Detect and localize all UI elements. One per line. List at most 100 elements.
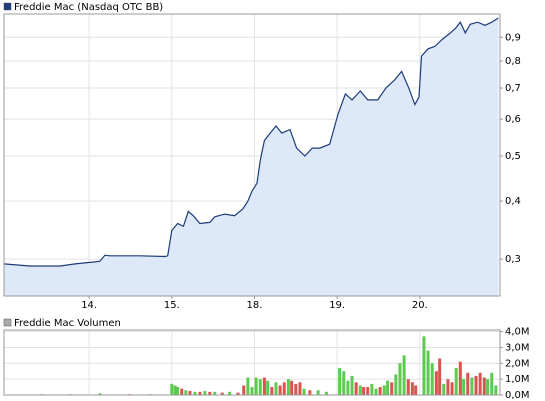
bar: [402, 355, 406, 395]
bar: [454, 368, 458, 395]
legend-label: Freddie Mac (Nasdaq OTC BB): [14, 2, 163, 13]
bar: [406, 379, 410, 395]
y-tick-label: 3,0M: [505, 342, 530, 353]
x-tick-label: 14.: [81, 300, 97, 311]
y-tick-label: 4,0M: [505, 327, 530, 338]
y-tick-label: 0,8: [505, 56, 521, 67]
bar: [438, 358, 442, 395]
area: [4, 18, 499, 296]
bar: [228, 391, 232, 395]
bar: [266, 380, 270, 395]
bar: [466, 372, 470, 395]
bar: [422, 336, 426, 395]
bar: [374, 388, 378, 395]
bar: [308, 390, 312, 395]
bar: [170, 383, 174, 395]
bar: [346, 380, 350, 395]
y-tick-label: 0,7: [505, 83, 521, 94]
bar: [173, 385, 177, 395]
plot-border: [3, 329, 501, 396]
bar: [258, 379, 262, 395]
bar: [394, 374, 398, 395]
bar: [203, 391, 207, 395]
bar: [354, 382, 358, 395]
bar: [198, 391, 202, 395]
bar: [398, 363, 402, 395]
bar: [446, 379, 450, 395]
bar: [410, 382, 414, 395]
bar: [338, 368, 342, 395]
x-tick-label: 18.: [247, 300, 263, 311]
bar: [450, 382, 454, 395]
bar: [482, 377, 486, 395]
plot-area: [3, 329, 501, 396]
y-tick-label: 0,0M: [505, 390, 530, 401]
bar: [242, 385, 246, 395]
bar: [342, 371, 346, 395]
bar: [298, 382, 302, 395]
bar: [350, 375, 354, 395]
bar: [302, 388, 306, 395]
bar: [414, 385, 418, 395]
y-tick-label: 0,6: [505, 114, 521, 125]
bar: [390, 382, 394, 395]
bar: [290, 380, 294, 395]
bar: [278, 385, 282, 395]
bar: [494, 385, 498, 395]
bar: [282, 382, 286, 395]
bar: [362, 387, 366, 395]
bar: [274, 382, 278, 395]
bar: [193, 391, 197, 395]
bar: [316, 390, 320, 395]
bar: [180, 388, 184, 395]
y-tick-label: 0,9: [505, 32, 521, 43]
bar: [184, 390, 188, 395]
x-tick-label: 19.: [329, 300, 345, 311]
bar: [462, 379, 466, 395]
bar: [176, 387, 180, 395]
plot-border: [3, 13, 501, 297]
bar: [490, 372, 494, 395]
bar: [434, 371, 438, 395]
legend-label: Freddie Mac Volumen: [14, 318, 121, 329]
bar: [382, 385, 386, 395]
bar: [188, 391, 192, 395]
bar: [366, 387, 370, 395]
bar: [250, 387, 254, 395]
bar: [386, 380, 390, 395]
bar: [262, 377, 266, 395]
y-tick-label: 0,4: [505, 196, 521, 207]
bar: [470, 377, 474, 395]
bar: [478, 372, 482, 395]
bar: [486, 379, 490, 395]
bar: [458, 361, 462, 395]
legend-swatch: [3, 318, 12, 327]
bar: [246, 377, 250, 395]
bar: [378, 387, 382, 395]
bar: [236, 392, 240, 395]
bar: [220, 392, 224, 395]
y-tick-label: 0,3: [505, 254, 521, 265]
bar: [442, 383, 446, 395]
bar: [98, 393, 102, 395]
bar: [254, 377, 258, 395]
bar: [358, 385, 362, 395]
bar: [370, 383, 374, 395]
bar: [294, 383, 298, 395]
bar: [426, 350, 430, 395]
bar: [213, 391, 217, 395]
bar: [270, 387, 274, 395]
y-tick-label: 2,0M: [505, 358, 530, 369]
legend-swatch: [3, 2, 12, 11]
x-tick-label: 20.: [412, 300, 428, 311]
line: [3, 17, 499, 267]
bar: [286, 379, 290, 395]
bar: [324, 391, 328, 395]
y-tick-label: 0,5: [505, 151, 521, 162]
bar: [474, 375, 478, 395]
bar: [208, 391, 212, 395]
y-tick-label: 1,0M: [505, 374, 530, 385]
bar: [430, 363, 434, 395]
x-tick-label: 15.: [164, 300, 180, 311]
